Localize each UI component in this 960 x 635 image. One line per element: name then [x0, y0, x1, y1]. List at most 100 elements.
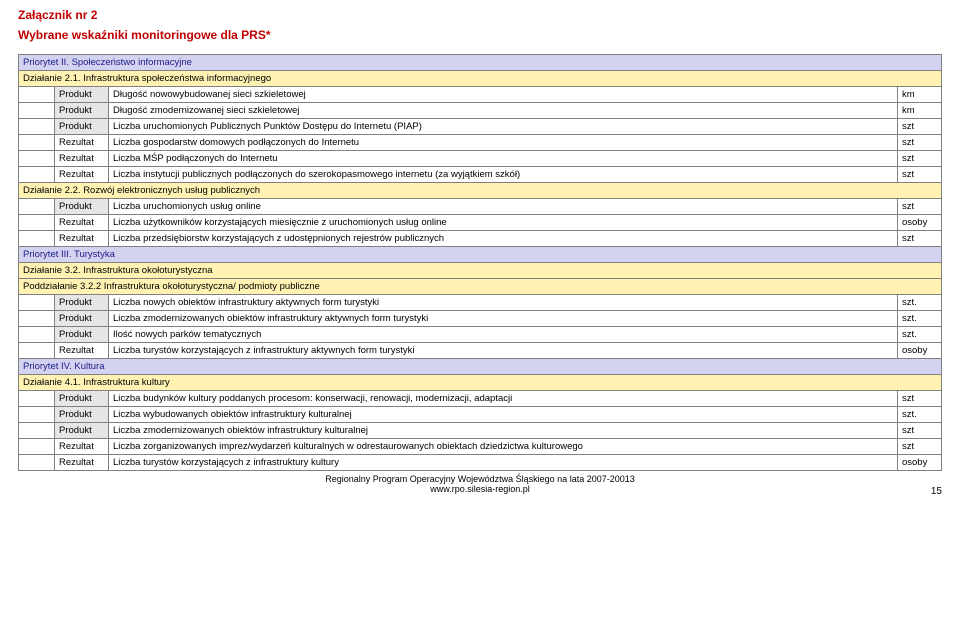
blank-cell	[19, 455, 55, 471]
table-row: ProduktLiczba zmodernizowanych obiektów …	[19, 311, 942, 327]
blank-cell	[19, 215, 55, 231]
table-row: RezultatLiczba turystów korzystających z…	[19, 455, 942, 471]
priority-label: Priorytet IV. Kultura	[19, 359, 942, 375]
table-row: RezultatLiczba MŚP podłączonych do Inter…	[19, 151, 942, 167]
indicator-desc: Liczba przedsiębiorstw korzystających z …	[109, 231, 898, 247]
indicator-unit: osoby	[897, 215, 941, 231]
blank-cell	[19, 103, 55, 119]
indicator-unit: szt.	[897, 295, 941, 311]
indicator-type: Produkt	[55, 295, 109, 311]
table-row: Priorytet IV. Kultura	[19, 359, 942, 375]
indicator-type: Produkt	[55, 311, 109, 327]
footer-line2: www.rpo.silesia-region.pl	[430, 484, 530, 494]
indicator-desc: Liczba wybudowanych obiektów infrastrukt…	[109, 407, 898, 423]
indicator-unit: szt.	[897, 407, 941, 423]
indicator-unit: szt	[897, 135, 941, 151]
indicator-type: Rezultat	[55, 455, 109, 471]
table-row: RezultatLiczba zorganizowanych imprez/wy…	[19, 439, 942, 455]
blank-cell	[19, 135, 55, 151]
blank-cell	[19, 423, 55, 439]
blank-cell	[19, 439, 55, 455]
indicator-type: Produkt	[55, 423, 109, 439]
action-label: Działanie 2.1. Infrastruktura społeczeńs…	[19, 71, 942, 87]
indicator-unit: szt	[897, 231, 941, 247]
indicator-type: Rezultat	[55, 167, 109, 183]
table-row: ProduktLiczba uruchomionych usług online…	[19, 199, 942, 215]
table-row: ProduktLiczba uruchomionych Publicznych …	[19, 119, 942, 135]
table-row: RezultatLiczba użytkowników korzystający…	[19, 215, 942, 231]
table-row: Priorytet III. Turystyka	[19, 247, 942, 263]
action-label: Działanie 4.1. Infrastruktura kultury	[19, 375, 942, 391]
blank-cell	[19, 391, 55, 407]
indicator-desc: Długość zmodernizowanej sieci szkieletow…	[109, 103, 898, 119]
indicator-desc: Liczba zorganizowanych imprez/wydarzeń k…	[109, 439, 898, 455]
table-row: Działanie 2.1. Infrastruktura społeczeńs…	[19, 71, 942, 87]
indicator-unit: km	[897, 103, 941, 119]
indicator-unit: szt	[897, 199, 941, 215]
blank-cell	[19, 231, 55, 247]
blank-cell	[19, 119, 55, 135]
indicator-type: Rezultat	[55, 343, 109, 359]
indicators-table: Priorytet II. Społeczeństwo informacyjne…	[18, 54, 942, 471]
indicator-unit: szt	[897, 151, 941, 167]
table-row: ProduktLiczba budynków kultury poddanych…	[19, 391, 942, 407]
indicator-unit: szt.	[897, 311, 941, 327]
indicator-unit: szt	[897, 439, 941, 455]
indicator-type: Produkt	[55, 199, 109, 215]
indicator-unit: szt	[897, 391, 941, 407]
table-row: ProduktLiczba wybudowanych obiektów infr…	[19, 407, 942, 423]
table-row: Priorytet II. Społeczeństwo informacyjne	[19, 55, 942, 71]
footer-line1: Regionalny Program Operacyjny Województw…	[325, 474, 635, 484]
action-label: Działanie 2.2. Rozwój elektronicznych us…	[19, 183, 942, 199]
table-row: ProduktDługość nowowybudowanej sieci szk…	[19, 87, 942, 103]
blank-cell	[19, 87, 55, 103]
indicator-unit: szt	[897, 423, 941, 439]
page-footer: Regionalny Program Operacyjny Województw…	[18, 475, 942, 495]
indicator-unit: osoby	[897, 455, 941, 471]
table-row: ProduktIlość nowych parków tematycznychs…	[19, 327, 942, 343]
attachment-title: Załącznik nr 2	[18, 8, 942, 22]
indicator-type: Produkt	[55, 87, 109, 103]
indicator-type: Produkt	[55, 327, 109, 343]
indicator-desc: Liczba zmodernizowanych obiektów infrast…	[109, 311, 898, 327]
indicator-unit: km	[897, 87, 941, 103]
indicator-desc: Długość nowowybudowanej sieci szkieletow…	[109, 87, 898, 103]
attachment-subtitle: Wybrane wskaźniki monitoringowe dla PRS*	[18, 28, 942, 42]
table-row: ProduktLiczba zmodernizowanych obiektów …	[19, 423, 942, 439]
indicator-desc: Liczba turystów korzystających z infrast…	[109, 455, 898, 471]
table-row: Działanie 3.2. Infrastruktura okołoturys…	[19, 263, 942, 279]
indicator-desc: Ilość nowych parków tematycznych	[109, 327, 898, 343]
table-row: RezultatLiczba instytucji publicznych po…	[19, 167, 942, 183]
indicator-type: Produkt	[55, 119, 109, 135]
indicator-desc: Liczba uruchomionych usług online	[109, 199, 898, 215]
blank-cell	[19, 151, 55, 167]
indicator-type: Rezultat	[55, 135, 109, 151]
indicator-desc: Liczba nowych obiektów infrastruktury ak…	[109, 295, 898, 311]
indicator-type: Rezultat	[55, 439, 109, 455]
indicator-type: Rezultat	[55, 151, 109, 167]
indicator-type: Produkt	[55, 103, 109, 119]
table-row: RezultatLiczba przedsiębiorstw korzystaj…	[19, 231, 942, 247]
indicator-desc: Liczba instytucji publicznych podłączony…	[109, 167, 898, 183]
indicator-type: Rezultat	[55, 231, 109, 247]
table-row: ProduktLiczba nowych obiektów infrastruk…	[19, 295, 942, 311]
blank-cell	[19, 199, 55, 215]
indicator-desc: Liczba gospodarstw domowych podłączonych…	[109, 135, 898, 151]
priority-label: Priorytet II. Społeczeństwo informacyjne	[19, 55, 942, 71]
priority-label: Priorytet III. Turystyka	[19, 247, 942, 263]
blank-cell	[19, 167, 55, 183]
action-label: Działanie 3.2. Infrastruktura okołoturys…	[19, 263, 942, 279]
indicator-desc: Liczba MŚP podłączonych do Internetu	[109, 151, 898, 167]
indicator-type: Rezultat	[55, 215, 109, 231]
table-row: RezultatLiczba gospodarstw domowych podł…	[19, 135, 942, 151]
blank-cell	[19, 311, 55, 327]
table-row: RezultatLiczba turystów korzystających z…	[19, 343, 942, 359]
indicator-unit: szt	[897, 167, 941, 183]
table-row: Działanie 4.1. Infrastruktura kultury	[19, 375, 942, 391]
blank-cell	[19, 327, 55, 343]
page-number: 15	[931, 486, 942, 497]
subaction-label: Poddziałanie 3.2.2 Infrastruktura okołot…	[19, 279, 942, 295]
indicator-desc: Liczba turystów korzystających z infrast…	[109, 343, 898, 359]
indicator-desc: Liczba użytkowników korzystających miesi…	[109, 215, 898, 231]
indicator-unit: szt.	[897, 327, 941, 343]
